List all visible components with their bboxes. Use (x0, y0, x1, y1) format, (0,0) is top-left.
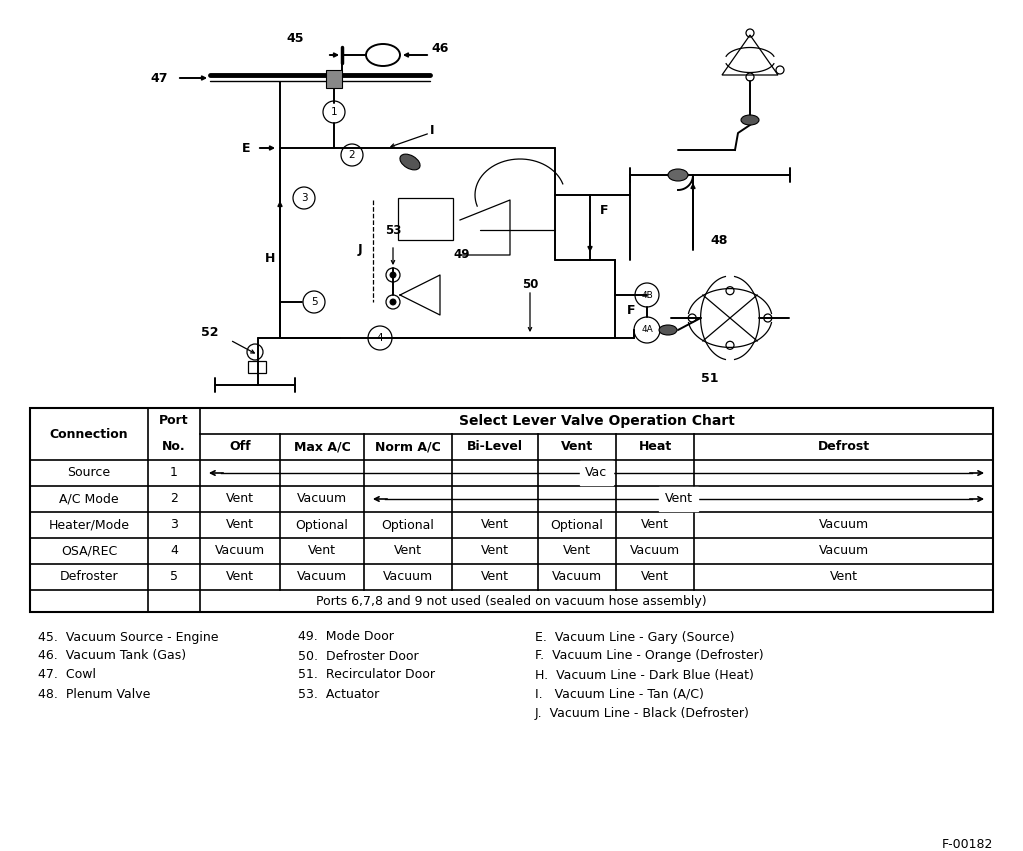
Text: 52: 52 (201, 325, 218, 339)
Text: E.  Vacuum Line - Gary (Source): E. Vacuum Line - Gary (Source) (535, 631, 735, 643)
Text: I.   Vacuum Line - Tan (A/C): I. Vacuum Line - Tan (A/C) (535, 688, 704, 700)
Text: Heat: Heat (638, 441, 672, 454)
Text: 1: 1 (330, 107, 338, 117)
Text: 49.  Mode Door: 49. Mode Door (298, 631, 394, 643)
Text: Vacuum: Vacuum (297, 570, 347, 584)
Circle shape (390, 299, 396, 305)
Bar (326, 70, 342, 88)
Text: 50: 50 (522, 278, 538, 292)
Text: Vent: Vent (226, 518, 254, 532)
Ellipse shape (659, 325, 677, 335)
Text: Off: Off (229, 441, 251, 454)
Text: 47.  Cowl: 47. Cowl (38, 669, 96, 682)
Text: Vent: Vent (665, 493, 693, 505)
Text: 46.  Vacuum Tank (Gas): 46. Vacuum Tank (Gas) (38, 649, 186, 662)
Text: F: F (626, 304, 635, 317)
Text: 2: 2 (170, 493, 178, 505)
Text: 47: 47 (150, 71, 168, 84)
Text: Vent: Vent (481, 570, 509, 584)
Text: Defrost: Defrost (817, 441, 870, 454)
Text: 45.  Vacuum Source - Engine: 45. Vacuum Source - Engine (38, 631, 219, 643)
Text: Heater/Mode: Heater/Mode (48, 518, 130, 532)
Text: 46: 46 (432, 42, 449, 54)
Text: Optional: Optional (550, 518, 604, 532)
Ellipse shape (400, 154, 420, 170)
Text: Vac: Vac (585, 466, 608, 479)
Text: 1: 1 (170, 466, 178, 479)
Text: Vent: Vent (641, 518, 669, 532)
Text: F: F (601, 203, 609, 216)
Text: Port: Port (160, 414, 189, 427)
Ellipse shape (668, 169, 688, 181)
Text: 5: 5 (170, 570, 178, 584)
Text: 49: 49 (453, 248, 470, 261)
Text: OSA/REC: OSA/REC (61, 545, 117, 557)
Text: Vent: Vent (226, 493, 254, 505)
Text: Vacuum: Vacuum (818, 518, 869, 532)
Text: Ports 6,7,8 and 9 not used (sealed on vacuum hose assembly): Ports 6,7,8 and 9 not used (sealed on va… (316, 595, 707, 608)
Text: Vacuum: Vacuum (297, 493, 347, 505)
Text: Vacuum: Vacuum (383, 570, 433, 584)
Text: 48: 48 (710, 233, 727, 247)
Text: J.  Vacuum Line - Black (Defroster): J. Vacuum Line - Black (Defroster) (535, 706, 750, 719)
Text: 3: 3 (170, 518, 178, 532)
Text: Norm A/C: Norm A/C (375, 441, 441, 454)
Text: No.: No. (163, 441, 186, 454)
Text: Vent: Vent (830, 570, 857, 584)
Bar (248, 361, 266, 373)
Text: A/C Mode: A/C Mode (59, 493, 119, 505)
Text: Vent: Vent (561, 441, 593, 454)
Text: Bi-Level: Bi-Level (468, 441, 523, 454)
Text: Select Lever Valve Operation Chart: Select Lever Valve Operation Chart (458, 414, 735, 428)
Text: I: I (430, 123, 434, 136)
Text: Vent: Vent (641, 570, 669, 584)
Text: 2: 2 (349, 150, 355, 160)
Bar (30, 408, 993, 612)
Text: Vacuum: Vacuum (818, 545, 869, 557)
Text: Vent: Vent (308, 545, 336, 557)
Text: H.  Vacuum Line - Dark Blue (Heat): H. Vacuum Line - Dark Blue (Heat) (535, 669, 754, 682)
Text: F.  Vacuum Line - Orange (Defroster): F. Vacuum Line - Orange (Defroster) (535, 649, 763, 662)
Text: Vent: Vent (394, 545, 422, 557)
Text: Vacuum: Vacuum (630, 545, 680, 557)
Text: 4B: 4B (641, 290, 653, 300)
Text: Max A/C: Max A/C (294, 441, 350, 454)
Ellipse shape (741, 115, 759, 125)
Polygon shape (460, 200, 510, 255)
Text: 3: 3 (301, 193, 307, 203)
Polygon shape (400, 275, 440, 315)
Text: 53.  Actuator: 53. Actuator (298, 688, 380, 700)
Text: 45: 45 (286, 31, 304, 44)
Text: 50.  Defroster Door: 50. Defroster Door (298, 649, 418, 662)
Text: Source: Source (68, 466, 110, 479)
Text: 51: 51 (701, 372, 719, 385)
Text: 5: 5 (311, 297, 317, 307)
Text: Vent: Vent (481, 518, 509, 532)
Text: Vacuum: Vacuum (552, 570, 603, 584)
Text: Vent: Vent (481, 545, 509, 557)
Text: Optional: Optional (382, 518, 435, 532)
Text: 53: 53 (385, 224, 401, 237)
Bar (398, 198, 453, 240)
Text: 4: 4 (376, 333, 384, 343)
Text: Connection: Connection (50, 427, 128, 441)
Text: Optional: Optional (296, 518, 349, 532)
Text: F-00182: F-00182 (941, 838, 993, 851)
Text: 4: 4 (170, 545, 178, 557)
Text: Vent: Vent (226, 570, 254, 584)
Text: 4A: 4A (641, 325, 653, 334)
Text: H: H (265, 252, 275, 265)
Text: E: E (241, 141, 250, 155)
Text: 51.  Recirculator Door: 51. Recirculator Door (298, 669, 435, 682)
Text: 48.  Plenum Valve: 48. Plenum Valve (38, 688, 150, 700)
Text: Defroster: Defroster (59, 570, 119, 584)
Text: Vacuum: Vacuum (215, 545, 265, 557)
Circle shape (390, 272, 396, 278)
Text: Vent: Vent (563, 545, 591, 557)
Text: J: J (358, 243, 362, 256)
